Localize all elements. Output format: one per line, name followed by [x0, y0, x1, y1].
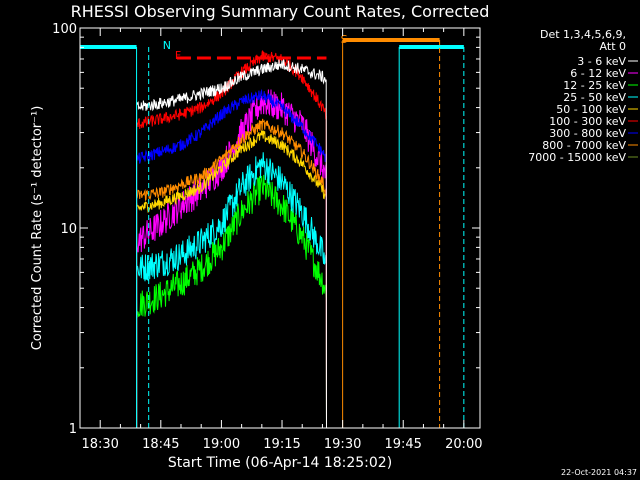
x-tick-label: 19:00 [203, 437, 240, 452]
annotation-s: S [341, 33, 348, 46]
x-tick-label: 20:00 [445, 437, 482, 452]
y-tick-label: 10 [60, 222, 77, 237]
annotation-f: F [175, 49, 181, 62]
legend-label: 800 - 7000 keV [542, 139, 626, 152]
legend-label: 7000 - 15000 keV [528, 151, 626, 164]
legend-header-line-2: Att 0 [600, 40, 626, 53]
legend-label: 50 - 100 keV [556, 103, 626, 116]
x-tick-label: 19:30 [324, 437, 361, 452]
annotation-n: N [163, 39, 171, 52]
legend-label: 300 - 800 keV [549, 127, 626, 140]
legend-label: 100 - 300 keV [549, 115, 626, 128]
legend-label: 6 - 12 keV [570, 67, 626, 80]
series-line-25-50-kev [136, 152, 327, 429]
chart-title: RHESSI Observing Summary Count Rates, Co… [71, 2, 490, 21]
x-tick-label: 19:45 [384, 437, 421, 452]
y-axis-label: Corrected Count Rate (s⁻¹ detector⁻¹) [30, 106, 45, 351]
series-line-800-7000-kev [136, 118, 327, 429]
x-axis-label: Start Time (06-Apr-14 18:25:02) [168, 455, 392, 471]
flag-layer: NF S [80, 33, 465, 428]
series-line-50-100-kev [136, 130, 327, 429]
series-line-12-25-kev [136, 174, 327, 429]
legend-label: 12 - 25 keV [563, 79, 626, 92]
tick-layer: 18:30 18:45 19:00 19:15 19:30 19:45 20:00 1 10 10… [52, 22, 482, 452]
series-line-300-800-kev [136, 88, 327, 429]
y-tick-label: 100 [52, 22, 77, 37]
series-layer [136, 50, 327, 429]
legend-header-line-1: Det 1,3,4,5,6,9, [540, 28, 626, 41]
timestamp: 22-Oct-2021 04:37 [561, 468, 637, 477]
y-tick-label: 1 [69, 422, 77, 437]
x-tick-label: 18:45 [142, 437, 179, 452]
series-line-3-6-kev [136, 59, 327, 429]
legend-label: 25 - 50 keV [563, 91, 626, 104]
x-tick-label: 19:15 [263, 437, 300, 452]
legend-label: 3 - 6 keV [577, 55, 626, 68]
x-tick-label: 18:30 [81, 437, 118, 452]
